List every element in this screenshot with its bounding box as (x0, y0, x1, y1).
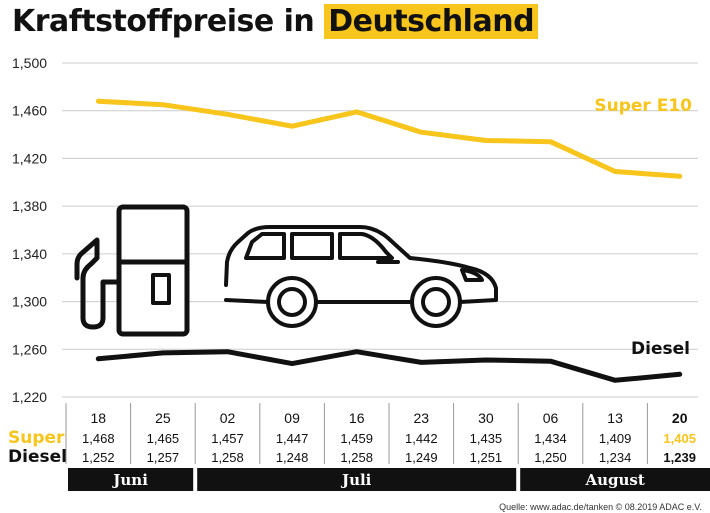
x-tick-label: 18 (91, 410, 107, 426)
data-label-diesel: 1,249 (405, 450, 438, 465)
y-tick-label: 1,380 (12, 198, 47, 214)
month-label: Juni (111, 471, 148, 489)
data-label-diesel: 1,258 (211, 450, 244, 465)
x-tick-label: 09 (284, 410, 300, 426)
title-part2-highlight: Deutschland (324, 4, 539, 39)
data-label-super: 1,465 (147, 431, 180, 446)
data-label-diesel: 1,250 (534, 450, 567, 465)
series-line-diesel (95, 349, 683, 383)
title-part1: Kraftstoffpreise in (12, 4, 315, 39)
data-label-super: 1,457 (211, 431, 244, 446)
y-tick-label: 1,340 (12, 246, 47, 262)
data-label-super: 1,459 (340, 431, 373, 446)
y-tick-label: 1,420 (12, 150, 47, 166)
month-bar (68, 468, 194, 491)
data-label-diesel: 1,239 (663, 450, 696, 465)
data-label-super: 1,409 (599, 431, 632, 446)
month-label: August (584, 471, 644, 489)
month-bars: Juni Juli August (68, 468, 710, 491)
series-line-super (95, 98, 683, 179)
data-label-diesel: 1,251 (470, 450, 503, 465)
chart-title: Kraftstoffpreise in Deutschland (12, 4, 539, 39)
data-label-super: 1,447 (276, 431, 309, 446)
data-label-super: 1,435 (470, 431, 503, 446)
row-label-diesel: Diesel (8, 447, 67, 467)
data-label-diesel: 1,257 (147, 450, 180, 465)
data-label-diesel: 1,252 (82, 450, 115, 465)
x-tick-label: 13 (607, 410, 623, 426)
month-bar (197, 468, 517, 491)
x-tick-label: 20 (672, 410, 688, 426)
data-label-diesel: 1,248 (276, 450, 309, 465)
data-label-diesel: 1,234 (599, 450, 632, 465)
row-label-super: Super (8, 428, 65, 448)
x-tick-label: 02 (220, 410, 236, 426)
y-tick-label: 1,260 (12, 341, 47, 357)
x-tick-label: 23 (414, 410, 430, 426)
data-label-diesel: 1,258 (340, 450, 373, 465)
series-labels: Super E10 Diesel (594, 96, 692, 359)
x-tick-label: 25 (155, 410, 171, 426)
month-label: Juli (340, 471, 372, 489)
x-tick-label: 16 (349, 410, 365, 426)
series-lines (95, 98, 683, 383)
y-axis: 1,220 1,260 1,300 1,340 1,380 1,420 1,460 1,500 (12, 55, 47, 405)
data-label-super: 1,434 (534, 431, 567, 446)
source-note: Quelle: www.adac.de/tanken © 08.2019 ADA… (499, 502, 702, 512)
series-label-super: Super E10 (594, 96, 692, 116)
month-bar (520, 468, 710, 491)
y-tick-label: 1,460 (12, 103, 47, 119)
y-tick-label: 1,220 (12, 389, 47, 405)
x-tick-label: 06 (543, 410, 559, 426)
data-label-super: 1,442 (405, 431, 438, 446)
data-label-super: 1,468 (82, 431, 115, 446)
car-icon (224, 225, 498, 328)
y-tick-label: 1,300 (12, 294, 47, 310)
y-tick-label: 1,500 (12, 55, 47, 71)
x-tick-label: 30 (478, 410, 494, 426)
fuel-pump-icon (74, 204, 190, 337)
series-label-diesel: Diesel (631, 339, 690, 359)
data-label-super: 1,405 (663, 431, 696, 446)
data-table: 18 1,468 1,252 25 1,465 1,257 02 1,457 1,258 09 1,… (8, 403, 696, 467)
